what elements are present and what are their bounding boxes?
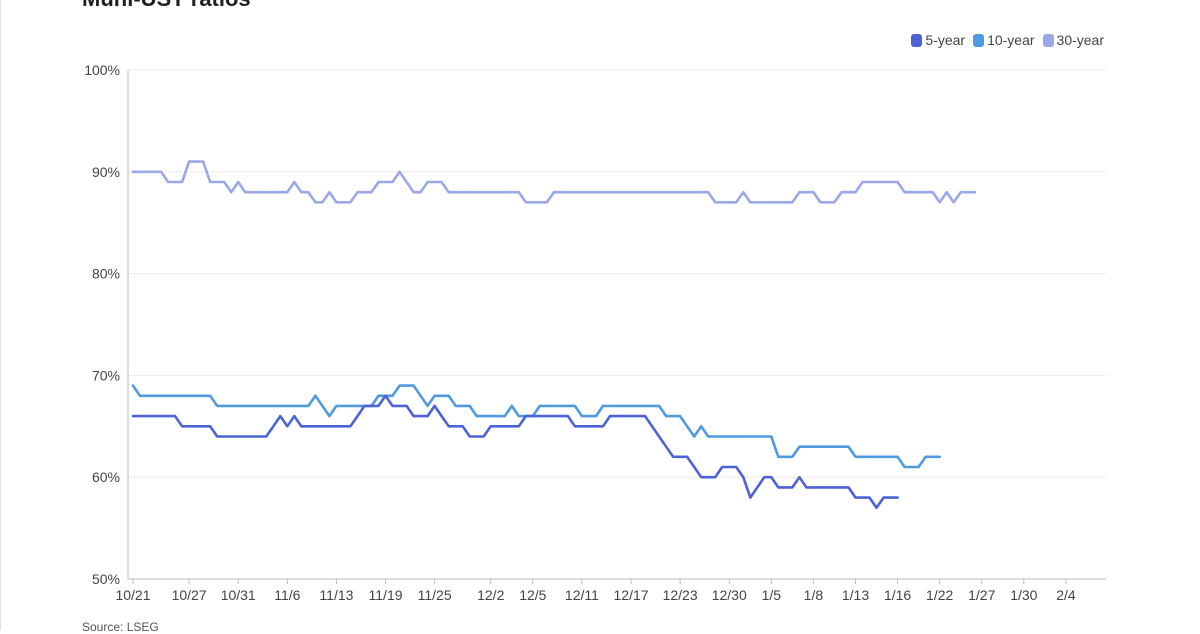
- x-tick-label: 2/4: [1056, 587, 1076, 603]
- y-tick-label: 100%: [84, 62, 120, 78]
- y-tick-label: 60%: [92, 469, 120, 485]
- x-tick-label: 1/16: [884, 587, 911, 603]
- legend-label-5-year: 5-year: [925, 32, 966, 48]
- legend-item-5-year[interactable]: 5-year: [911, 32, 965, 48]
- x-tick-label: 11/6: [274, 587, 300, 603]
- series-line-10-year: [131, 384, 942, 469]
- x-tick-label: 1/27: [968, 587, 995, 603]
- legend: 5-year 10-year 30-year: [903, 32, 1104, 48]
- x-tick-label: 12/17: [614, 587, 649, 603]
- x-tick-label: 11/25: [418, 587, 452, 603]
- legend-item-10-year[interactable]: 10-year: [973, 32, 1035, 48]
- x-tick-label: 12/2: [477, 587, 504, 603]
- axes: [127, 70, 1106, 584]
- y-tick-label: 50%: [92, 571, 120, 587]
- y-tick-label: 80%: [92, 266, 120, 282]
- x-tick-label: 12/5: [519, 587, 546, 603]
- legend-label-30-year: 30-year: [1056, 32, 1104, 48]
- y-tick-label: 90%: [92, 164, 120, 180]
- x-tick-label: 12/23: [663, 587, 698, 603]
- series-line-5-year: [131, 394, 899, 510]
- grid-lines: [128, 69, 1106, 478]
- x-tick-label: 10/27: [172, 587, 207, 603]
- y-axis-labels: 50% 60% 70% 80% 90% 100%: [84, 62, 120, 587]
- x-tick-label: 11/13: [319, 587, 353, 603]
- legend-label-10-year: 10-year: [987, 32, 1035, 48]
- legend-swatch-5-year: [911, 33, 923, 47]
- x-tick-label: 10/21: [115, 587, 150, 603]
- x-tick-label: 10/31: [221, 587, 256, 603]
- x-tick-label: 1/13: [842, 587, 869, 603]
- legend-item-30-year[interactable]: 30-year: [1042, 32, 1104, 48]
- series-lines: [131, 160, 977, 510]
- x-axis-labels: 10/21 10/27 10/31 11/6 11/13 11/19 11/25 12/2 12…: [115, 587, 1075, 603]
- x-tick-label: 1/22: [926, 587, 953, 603]
- x-tick-label: 1/30: [1010, 587, 1037, 603]
- x-tick-label: 1/5: [762, 587, 782, 603]
- x-tick-label: 1/8: [804, 587, 824, 603]
- card-border: [0, 0, 1, 630]
- chart-title: Muni-UST ratios: [82, 0, 251, 12]
- y-tick-label: 70%: [92, 367, 120, 383]
- x-tick-label: 11/19: [369, 587, 403, 603]
- legend-swatch-30-year: [1042, 33, 1054, 47]
- source-note: Source: LSEG: [82, 620, 159, 634]
- x-tick-label: 12/30: [712, 587, 747, 603]
- legend-swatch-10-year: [973, 33, 985, 47]
- x-tick-label: 12/11: [565, 587, 599, 603]
- series-line-30-year: [131, 160, 977, 204]
